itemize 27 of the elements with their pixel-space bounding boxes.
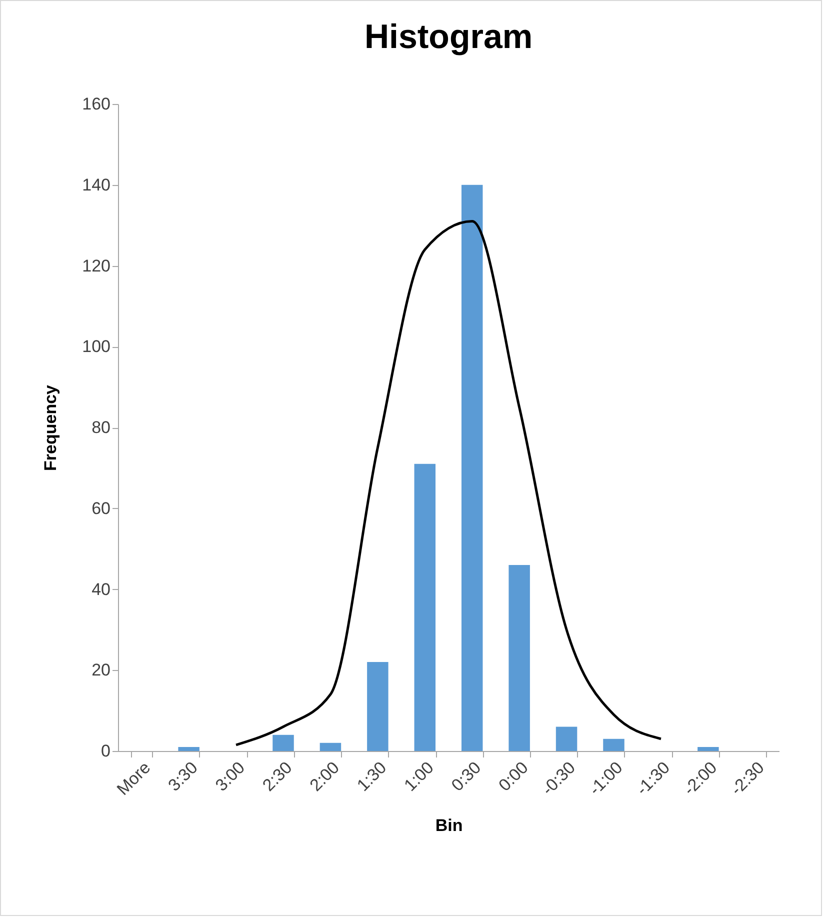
bar: [603, 738, 624, 751]
x-axis-title: Bin: [435, 816, 463, 836]
bar: [367, 662, 388, 751]
y-tick-label: 60: [92, 498, 110, 518]
chart-title: Histogram: [364, 18, 533, 56]
y-tick-label: 40: [92, 580, 110, 599]
x-tick-label: 3:00: [212, 758, 249, 795]
x-tick-label: 0:00: [495, 758, 532, 795]
bar: [320, 742, 342, 751]
y-tick-label: 120: [82, 256, 110, 276]
x-tick-label: 0:30: [448, 758, 485, 795]
bar: [461, 184, 483, 751]
y-tick-label: 0: [101, 742, 110, 760]
y-tick-label: 100: [82, 337, 110, 356]
bar: [698, 746, 719, 751]
bar: [414, 464, 436, 751]
bar: [556, 726, 578, 751]
bar: [272, 734, 294, 751]
line-series: [234, 220, 662, 746]
bar: [508, 564, 530, 751]
bar: [178, 746, 200, 751]
y-axis-title: Frequency: [41, 384, 60, 471]
y-tick-label: 20: [92, 660, 110, 680]
y-tick-label: 160: [82, 94, 110, 114]
x-tick-label: 3:30: [164, 758, 202, 795]
y-tick-label: 80: [92, 418, 110, 437]
y-tick-label: 140: [82, 175, 110, 194]
